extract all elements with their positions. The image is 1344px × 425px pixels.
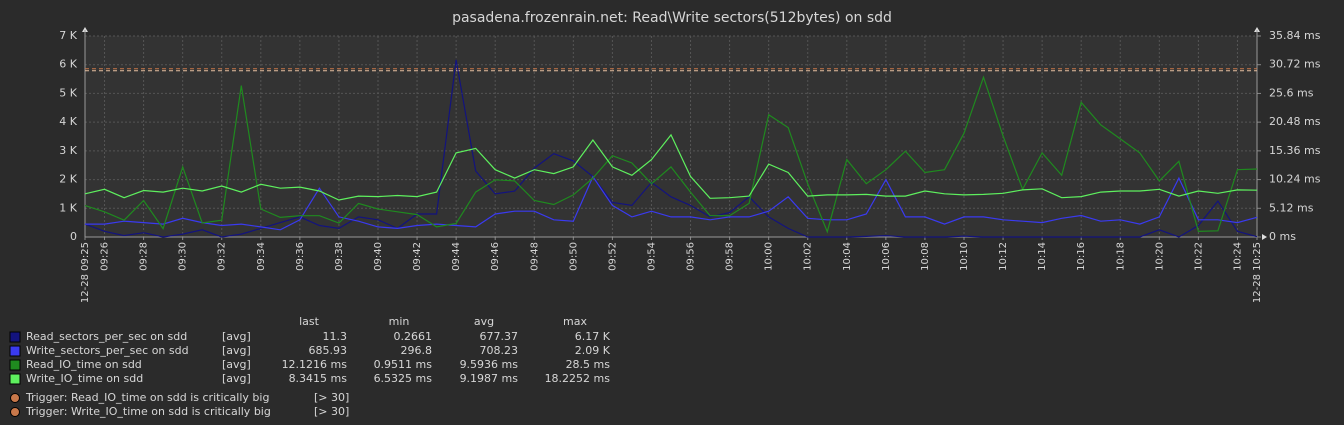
axis-arrow (1254, 27, 1260, 32)
trigger-name: Trigger: Read_IO_time on sdd is critical… (25, 391, 269, 404)
y-tick-label: 4 K (59, 115, 77, 128)
plot-area (85, 36, 1257, 237)
axis-arrow (82, 27, 88, 32)
legend-value: 28.5 ms (566, 358, 611, 371)
trigger-condition: [> 30] (314, 391, 349, 404)
y-tick-label: 2 K (59, 173, 77, 186)
x-tick-label: 10:02 (803, 242, 814, 271)
legend-name: Read_IO_time on sdd (26, 358, 142, 371)
series-line (85, 175, 1258, 231)
x-tick-label: 10:18 (1115, 242, 1126, 271)
x-tick-label: 10:06 (881, 242, 892, 271)
legend-name: Write_IO_time on sdd (26, 372, 143, 385)
legend-function: [avg] (222, 344, 251, 357)
legend-value: 6.17 K (575, 330, 611, 343)
legend-swatch (9, 345, 21, 357)
x-tick-label: 10:12 (998, 242, 1009, 271)
x-tick-label: 09:46 (490, 242, 501, 271)
trigger-icon (10, 393, 20, 403)
x-tick-label: 10:22 (1193, 242, 1204, 271)
x-tick-label: 09:58 (725, 242, 736, 271)
axis-arrow (1262, 234, 1267, 240)
x-tick-label: 10:16 (1076, 242, 1087, 271)
legend-header: last (299, 315, 320, 328)
x-tick-label: 09:28 (139, 242, 150, 271)
legend-value: 0.2661 (394, 330, 433, 343)
y2-tick-label: 0 ms (1269, 230, 1296, 243)
x-tick-label: 10:24 (1232, 242, 1243, 271)
legend-value: 18.2252 ms (545, 372, 611, 385)
legend-value: 2.09 K (575, 344, 611, 357)
x-tick-label: 10:20 (1154, 242, 1165, 271)
x-tick-label: 10:08 (920, 242, 931, 271)
legend-value: 9.5936 ms (460, 358, 519, 371)
x-tick-label: 10:00 (764, 242, 775, 271)
legend-value: 708.23 (480, 344, 519, 357)
trigger-icon (10, 407, 20, 417)
y2-tick-label: 20.48 ms (1269, 115, 1321, 128)
y2-tick-label: 25.6 ms (1269, 86, 1314, 99)
x-tick-label: 09:34 (256, 242, 267, 271)
y-tick-label: 7 K (59, 29, 77, 42)
y2-tick-label: 15.36 ms (1269, 144, 1321, 157)
trigger-name: Trigger: Write_IO_time on sdd is critica… (25, 405, 271, 418)
x-tick-label: 09:54 (646, 242, 657, 271)
y-tick-label: 5 K (59, 86, 77, 99)
legend-value: 11.3 (323, 330, 348, 343)
legend-swatch (9, 331, 21, 343)
legend-value: 685.93 (309, 344, 348, 357)
legend-value: 12.1216 ms (282, 358, 348, 371)
chart-title: pasadena.frozenrain.net: Read\Write sect… (452, 10, 892, 26)
x-tick-label: 10:04 (842, 242, 853, 271)
legend-swatch (9, 359, 21, 371)
x-tick-label: 09:32 (217, 242, 228, 271)
x-tick-label: 09:48 (529, 242, 540, 271)
legend-value: 8.3415 ms (289, 372, 348, 385)
x-tick-label: 09:36 (295, 242, 306, 271)
y2-tick-label: 35.84 ms (1269, 29, 1321, 42)
y-tick-label: 3 K (59, 144, 77, 157)
y2-tick-label: 10.24 ms (1269, 173, 1321, 186)
x-tick-label: 12-28 09:25 (80, 242, 91, 303)
series-line (84, 59, 1258, 238)
x-tick-label: 09:56 (686, 242, 697, 271)
legend-header: avg (474, 315, 494, 328)
legend-header: max (563, 315, 587, 328)
x-tick-label: 09:40 (373, 242, 384, 271)
x-tick-label: 09:50 (568, 242, 579, 271)
x-tick-label: 09:30 (178, 242, 189, 271)
legend-value: 6.5325 ms (374, 372, 433, 385)
trigger-condition: [> 30] (314, 405, 349, 418)
x-tick-label: 09:42 (412, 242, 423, 271)
x-tick-label: 12-28 10:25 (1252, 242, 1263, 303)
x-tick-label: 10:10 (959, 242, 970, 271)
x-tick-label: 09:38 (334, 242, 345, 271)
legend-header: min (389, 315, 410, 328)
legend-value: 9.1987 ms (460, 372, 519, 385)
legend-value: 677.37 (480, 330, 519, 343)
legend-function: [avg] (222, 358, 251, 371)
legend-swatch (9, 373, 21, 385)
x-tick-label: 09:52 (607, 242, 618, 271)
legend-function: [avg] (222, 372, 251, 385)
legend-name: Write_sectors_per_sec on sdd (26, 344, 189, 357)
y-tick-label: 6 K (59, 58, 77, 71)
y-tick-label: 0 (70, 230, 77, 243)
series-line (84, 133, 1258, 201)
legend-value: 296.8 (401, 344, 433, 357)
x-tick-label: 10:14 (1037, 242, 1048, 271)
y2-tick-label: 30.72 ms (1269, 58, 1321, 71)
series-line (84, 75, 1258, 234)
x-tick-label: 09:44 (451, 242, 462, 271)
y2-tick-label: 5.12 ms (1269, 201, 1314, 214)
legend-value: 0.9511 ms (374, 358, 433, 371)
x-tick-label: 09:26 (100, 242, 111, 271)
y-tick-label: 1 K (59, 201, 77, 214)
legend-name: Read_sectors_per_sec on sdd (26, 330, 187, 343)
legend-function: [avg] (222, 330, 251, 343)
